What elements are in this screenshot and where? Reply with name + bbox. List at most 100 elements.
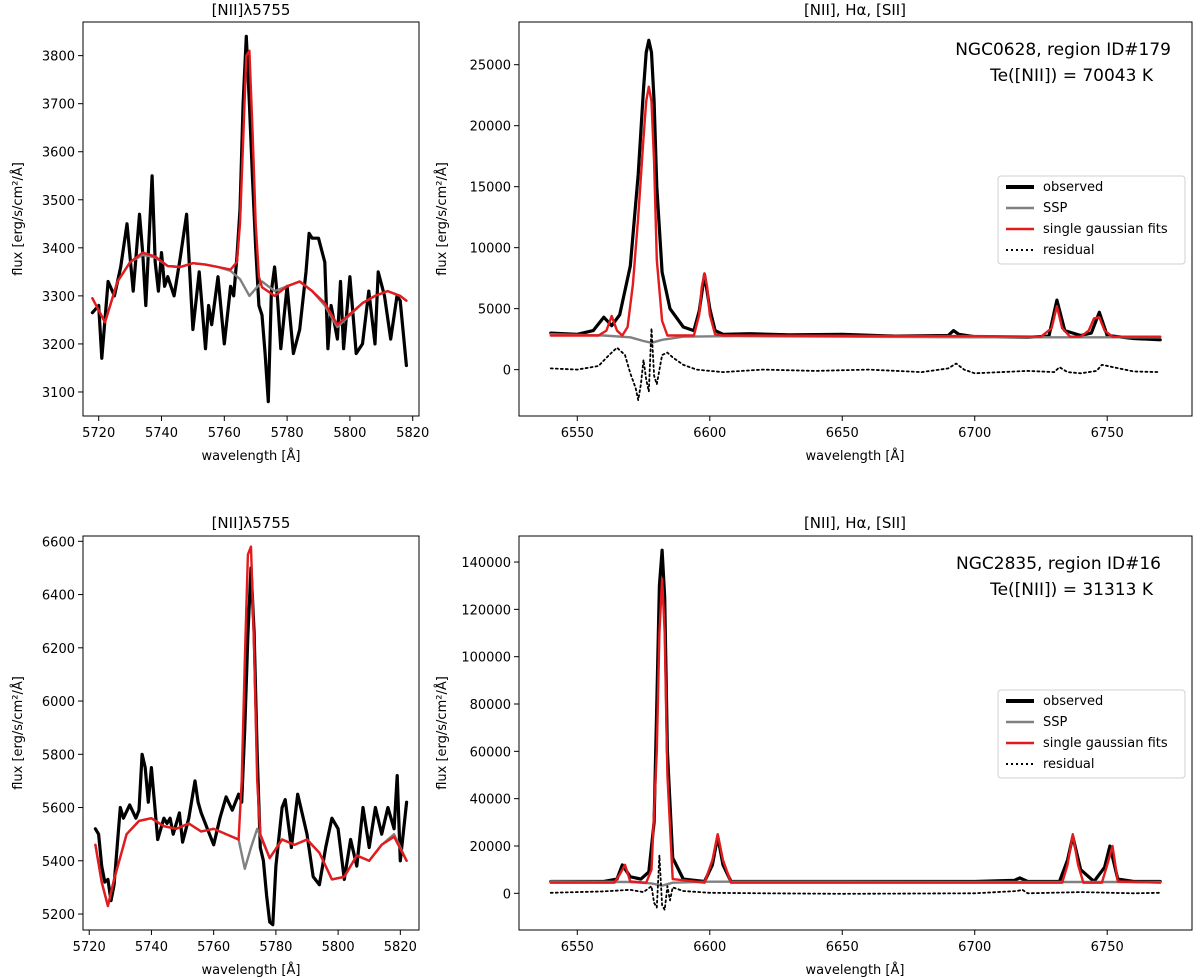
ssp-line (91, 253, 408, 329)
panel-bottom-left: [NII]λ5755 wavelength [Å] flux [erg/s/cm… (10, 514, 420, 978)
legend-label-residual: residual (1043, 243, 1095, 258)
series-group (549, 38, 1162, 402)
y-tick-label: 20000 (470, 120, 511, 135)
gaussian-fit-line (549, 85, 1162, 338)
panel-top-left: [NII]λ5755 wavelength [Å] flux [erg/s/cm… (10, 1, 429, 464)
series-group (90, 34, 408, 404)
x-tick-label: 5720 (82, 426, 115, 441)
y-tick-label: 5800 (42, 748, 75, 763)
x-tick-label: 6650 (826, 426, 859, 441)
y-tick-label: 100000 (461, 651, 511, 666)
y-tick-label: 3200 (42, 338, 75, 353)
panel-title: [NII], Hα, [SII] (804, 1, 906, 19)
x-tick-label: 5760 (208, 426, 241, 441)
y-tick-label: 0 (503, 364, 511, 379)
legend-label-ssp: SSP (1043, 715, 1068, 730)
axes-frame (518, 535, 1193, 931)
panel-title: [NII]λ5755 (212, 1, 291, 19)
panel-title: [NII]λ5755 (212, 514, 291, 532)
panel-top-right: [NII], Hα, [SII] wavelength [Å] flux [er… (434, 1, 1193, 464)
y-tick-label: 25000 (470, 59, 511, 74)
axes-frame (518, 21, 1193, 417)
y-tick-label: 5000 (478, 303, 511, 318)
y-axis-label: flux [erg/s/cm²/Å] (434, 162, 450, 276)
x-axis-label: wavelength [Å] (202, 962, 301, 978)
panel-title: [NII], Hα, [SII] (804, 514, 906, 532)
y-axis-label: flux [erg/s/cm²/Å] (10, 676, 26, 790)
y-tick-label: 6000 (42, 695, 75, 710)
series-group (549, 548, 1162, 911)
y-tick-label: 140000 (461, 556, 511, 571)
series-group (93, 545, 409, 927)
region-annotation: NGC0628, region ID#179 (955, 40, 1171, 60)
x-tick-label: 5740 (145, 426, 178, 441)
y-tick-label: 6600 (42, 535, 75, 550)
x-tick-label: 6700 (958, 426, 991, 441)
x-tick-label: 5800 (322, 940, 355, 955)
y-tick-label: 80000 (470, 698, 511, 713)
observed-line (90, 34, 408, 404)
y-tick-label: 40000 (470, 793, 511, 808)
legend-box (997, 689, 1186, 779)
temperature-annotation: Te([NII]) = 70043 K (989, 66, 1154, 86)
gaussian-fit-line (94, 545, 408, 908)
legend: observed SSP single gaussian fits residu… (997, 175, 1186, 265)
x-tick-label: 5820 (396, 426, 429, 441)
x-tick-label: 6600 (693, 426, 726, 441)
y-tick-label: 5200 (42, 908, 75, 923)
legend-box (997, 175, 1186, 265)
y-tick-label: 5400 (42, 855, 75, 870)
x-tick-label: 6750 (1091, 940, 1124, 955)
y-tick-label: 6400 (42, 589, 75, 604)
y-tick-label: 6200 (42, 642, 75, 657)
y-tick-label: 3700 (42, 98, 75, 113)
y-tick-label: 3300 (42, 290, 75, 305)
x-tick-label: 5820 (384, 940, 417, 955)
y-tick-label: 60000 (470, 745, 511, 760)
y-tick-label: 15000 (470, 181, 511, 196)
x-tick-label: 6650 (826, 940, 859, 955)
x-tick-label: 5720 (73, 940, 106, 955)
y-tick-label: 3800 (42, 50, 75, 65)
legend: observed SSP single gaussian fits residu… (997, 689, 1186, 779)
legend-label-observed: observed (1043, 180, 1103, 195)
y-tick-label: 3600 (42, 146, 75, 161)
legend-label-ssp: SSP (1043, 201, 1068, 216)
y-tick-label: 10000 (470, 242, 511, 257)
y-tick-label: 20000 (470, 840, 511, 855)
x-tick-label: 5780 (259, 940, 292, 955)
observed-line (93, 566, 409, 927)
x-tick-label: 5800 (333, 426, 366, 441)
y-tick-label: 3500 (42, 194, 75, 209)
region-annotation: NGC2835, region ID#16 (956, 554, 1161, 574)
legend-label-observed: observed (1043, 694, 1103, 709)
y-tick-label: 3400 (42, 242, 75, 257)
x-tick-label: 6750 (1091, 426, 1124, 441)
y-tick-label: 3100 (42, 386, 75, 401)
legend-label-fit: single gaussian fits (1043, 736, 1168, 751)
x-tick-label: 6550 (561, 426, 594, 441)
x-axis-label: wavelength [Å] (806, 448, 905, 464)
x-tick-label: 5760 (197, 940, 230, 955)
x-axis-label: wavelength [Å] (806, 962, 905, 978)
x-tick-label: 6700 (958, 940, 991, 955)
axes-frame (82, 535, 420, 931)
axes-frame (82, 21, 420, 417)
x-tick-label: 5740 (135, 940, 168, 955)
panel-bottom-right: [NII], Hα, [SII] wavelength [Å] flux [er… (434, 514, 1193, 978)
residual-line (549, 854, 1162, 911)
legend-label-fit: single gaussian fits (1043, 222, 1168, 237)
x-tick-label: 6550 (561, 940, 594, 955)
y-axis-label: flux [erg/s/cm²/Å] (434, 676, 450, 790)
y-tick-label: 5600 (42, 802, 75, 817)
legend-label-residual: residual (1043, 757, 1095, 772)
gaussian-fit-line (549, 577, 1162, 884)
y-tick-label: 0 (503, 887, 511, 902)
y-axis-label: flux [erg/s/cm²/Å] (10, 162, 26, 276)
y-tick-label: 120000 (461, 603, 511, 618)
x-tick-label: 5780 (271, 426, 304, 441)
x-axis-label: wavelength [Å] (202, 448, 301, 464)
temperature-annotation: Te([NII]) = 31313 K (989, 580, 1154, 600)
x-tick-label: 6600 (693, 940, 726, 955)
